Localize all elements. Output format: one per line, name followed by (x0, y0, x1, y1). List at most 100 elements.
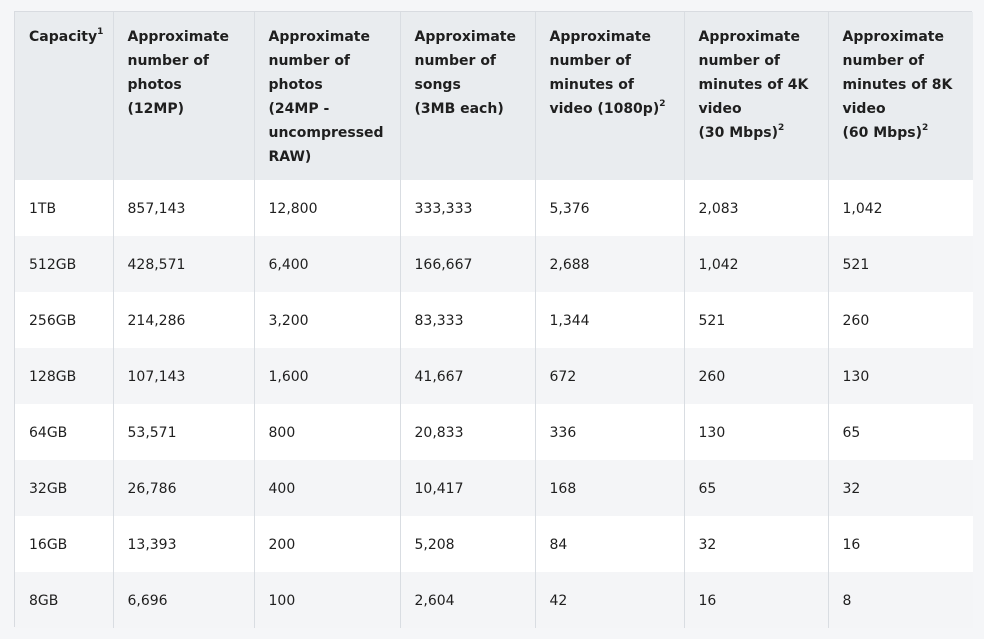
header-line: number of (127, 53, 210, 69)
header-line: minutes of (549, 77, 634, 93)
table-header: Capacity1 Approximate number of photos (12M… (15, 12, 973, 180)
video-8k-cell: 521 (828, 236, 973, 292)
photos-24mp-cell: 3,200 (254, 292, 401, 348)
header-line: number of (268, 53, 351, 69)
header-line: minutes of 8K (842, 77, 953, 93)
storage-capacity-table-container: Capacity1 Approximate number of photos (12M… (14, 11, 973, 628)
table-body: 1TB 857,143 12,800 333,333 5,376 2,083 1,042 51… (15, 180, 973, 628)
header-video-8k: Approximate number of minutes of 8K video (6… (828, 12, 973, 180)
table-row: 512GB 428,571 6,400 166,667 2,688 1,042 521 (15, 236, 973, 292)
video-8k-cell: 260 (828, 292, 973, 348)
photos-12mp-cell: 107,143 (113, 348, 255, 404)
header-line: number of (698, 53, 781, 69)
header-photos-24mp-raw: Approximate number of photos (24MP - uncompr… (254, 12, 401, 180)
photos-24mp-cell: 800 (254, 404, 401, 460)
table-row: 64GB 53,571 800 20,833 336 130 65 (15, 404, 973, 460)
video-8k-cell: 65 (828, 404, 973, 460)
video-4k-cell: 16 (684, 572, 829, 628)
footnote-marker: 2 (777, 123, 785, 134)
capacity-cell: 64GB (15, 404, 114, 460)
video-4k-cell: 130 (684, 404, 829, 460)
table-row: 256GB 214,286 3,200 83,333 1,344 521 260 (15, 292, 973, 348)
capacity-cell: 32GB (15, 460, 114, 516)
header-photos-12mp: Approximate number of photos (12MP) (113, 12, 255, 180)
header-line: video (1080p) (549, 101, 660, 117)
photos-12mp-cell: 13,393 (113, 516, 255, 572)
header-row: Capacity1 Approximate number of photos (12M… (15, 12, 973, 180)
photos-24mp-cell: 6,400 (254, 236, 401, 292)
video-4k-cell: 2,083 (684, 180, 829, 236)
photos-24mp-cell: 1,600 (254, 348, 401, 404)
header-line: minutes of 4K (698, 77, 809, 93)
footnote-marker: 2 (921, 123, 929, 134)
header-video-1080p: Approximate number of minutes of video (108… (535, 12, 685, 180)
video-1080p-cell: 2,688 (535, 236, 685, 292)
video-1080p-cell: 168 (535, 460, 685, 516)
video-4k-cell: 65 (684, 460, 829, 516)
table-row: 16GB 13,393 200 5,208 84 32 16 (15, 516, 973, 572)
header-line: photos (268, 77, 323, 93)
header-line: photos (12MP) (127, 77, 184, 117)
header-line: Approximate (842, 29, 944, 45)
header-line: video (842, 101, 886, 117)
capacity-cell: 256GB (15, 292, 114, 348)
photos-12mp-cell: 26,786 (113, 460, 255, 516)
header-video-4k: Approximate number of minutes of 4K video (3… (684, 12, 829, 180)
header-line: Approximate (414, 29, 516, 45)
songs-cell: 5,208 (400, 516, 536, 572)
header-line: number of (549, 53, 632, 69)
header-line: Approximate (698, 29, 800, 45)
video-4k-cell: 1,042 (684, 236, 829, 292)
songs-cell: 10,417 (400, 460, 536, 516)
photos-24mp-cell: 12,800 (254, 180, 401, 236)
video-8k-cell: 130 (828, 348, 973, 404)
header-line: number of (842, 53, 925, 69)
video-4k-cell: 32 (684, 516, 829, 572)
video-4k-cell: 521 (684, 292, 829, 348)
table-row: 1TB 857,143 12,800 333,333 5,376 2,083 1,042 (15, 180, 973, 236)
header-line: (60 Mbps) (842, 125, 922, 141)
photos-12mp-cell: 214,286 (113, 292, 255, 348)
header-line: (24MP - (268, 101, 330, 117)
capacity-cell: 16GB (15, 516, 114, 572)
header-songs: Approximate number of songs (3MB each) (400, 12, 536, 180)
header-line: number of (414, 53, 497, 69)
video-4k-cell: 260 (684, 348, 829, 404)
header-line: (3MB each) (414, 101, 504, 117)
table-row: 32GB 26,786 400 10,417 168 65 32 (15, 460, 973, 516)
songs-cell: 166,667 (400, 236, 536, 292)
photos-12mp-cell: 6,696 (113, 572, 255, 628)
capacity-cell: 512GB (15, 236, 114, 292)
capacity-cell: 128GB (15, 348, 114, 404)
header-label: Capacity (29, 29, 98, 45)
songs-cell: 41,667 (400, 348, 536, 404)
photos-12mp-cell: 428,571 (113, 236, 255, 292)
header-line: (30 Mbps) (698, 125, 778, 141)
video-1080p-cell: 42 (535, 572, 685, 628)
header-line: uncompressed (268, 125, 384, 141)
songs-cell: 20,833 (400, 404, 536, 460)
storage-capacity-table: Capacity1 Approximate number of photos (12M… (15, 12, 973, 628)
table-row: 8GB 6,696 100 2,604 42 16 8 (15, 572, 973, 628)
video-1080p-cell: 672 (535, 348, 685, 404)
video-8k-cell: 32 (828, 460, 973, 516)
header-line: Approximate (268, 29, 370, 45)
capacity-cell: 8GB (15, 572, 114, 628)
video-8k-cell: 16 (828, 516, 973, 572)
footnote-marker: 1 (97, 27, 104, 38)
header-line: video (698, 101, 742, 117)
header-line: songs (414, 77, 461, 93)
video-1080p-cell: 1,344 (535, 292, 685, 348)
header-line: Approximate (127, 29, 229, 45)
photos-12mp-cell: 53,571 (113, 404, 255, 460)
header-line: RAW) (268, 149, 312, 165)
video-1080p-cell: 5,376 (535, 180, 685, 236)
video-1080p-cell: 84 (535, 516, 685, 572)
table-row: 128GB 107,143 1,600 41,667 672 260 130 (15, 348, 973, 404)
songs-cell: 2,604 (400, 572, 536, 628)
songs-cell: 83,333 (400, 292, 536, 348)
capacity-cell: 1TB (15, 180, 114, 236)
footnote-marker: 2 (659, 99, 666, 110)
header-capacity: Capacity1 (15, 12, 114, 180)
video-1080p-cell: 336 (535, 404, 685, 460)
